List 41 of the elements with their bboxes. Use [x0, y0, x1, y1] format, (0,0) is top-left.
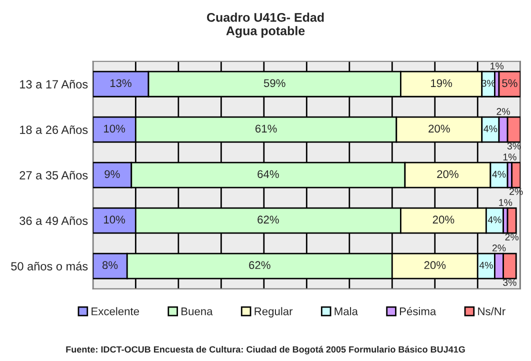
data-label: 2%	[492, 244, 506, 252]
data-label: 4%	[479, 262, 493, 269]
data-label: 3%	[503, 279, 516, 286]
data-label: 5%	[502, 79, 518, 88]
data-label: 2%	[505, 234, 519, 240]
legend-label: Mala	[334, 307, 358, 316]
data-label: 1%	[490, 62, 504, 70]
data-label: 4%	[488, 216, 502, 224]
data-label: 20%	[432, 216, 454, 224]
legend-label: Regular	[254, 307, 293, 318]
data-label: 1%	[499, 199, 512, 206]
chart-title: Cuadro U41G- Edad Agua potable	[206, 12, 324, 38]
data-label: 1%	[503, 154, 516, 160]
y-tick-label: 36 a 49 Años	[20, 216, 88, 225]
y-tick-label: 13 a 17 Años	[20, 80, 88, 89]
data-label: 4%	[492, 170, 506, 178]
data-label: 10%	[104, 124, 126, 133]
data-label: 9%	[104, 170, 120, 178]
data-label: 64%	[258, 170, 279, 178]
y-tick-label: 27 a 35 Años	[20, 170, 88, 180]
legend-label: Pésima	[400, 306, 436, 316]
data-label: 61%	[255, 124, 277, 133]
legend-label: Ns/Nr	[478, 307, 506, 316]
legend-label: Excelente	[92, 307, 140, 316]
data-label: 20%	[424, 261, 446, 270]
data-label: 20%	[428, 124, 450, 133]
legend-label: Buena	[182, 308, 213, 316]
source-note: Fuente: IDCT-OCUB Encuesta de Cultura: Ciudad de Bogotá 2005 Formulario Básico BUJ41G	[66, 346, 465, 354]
data-label: 4%	[484, 125, 498, 132]
data-label: 62%	[249, 261, 270, 270]
data-label: 2%	[496, 108, 510, 115]
y-tick-label: 50 años o más	[11, 262, 88, 270]
data-label: 8%	[102, 261, 118, 270]
data-label: 59%	[264, 79, 286, 88]
data-label: 62%	[258, 216, 279, 224]
data-label: 20%	[437, 170, 458, 178]
data-label: 19%	[431, 79, 452, 88]
data-label: 10%	[104, 216, 126, 224]
data-label: 13%	[110, 79, 132, 88]
bar	[506, 207, 517, 234]
y-tick-label: 18 a 26 Años	[20, 125, 88, 134]
